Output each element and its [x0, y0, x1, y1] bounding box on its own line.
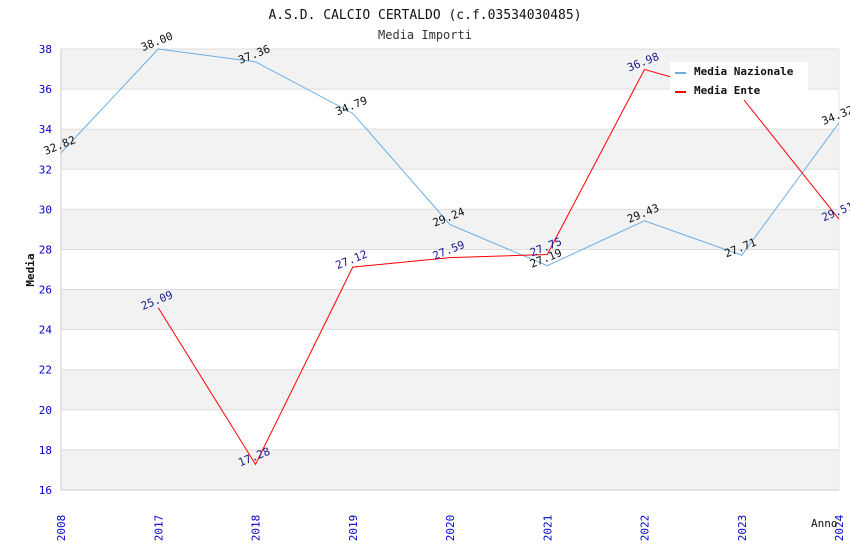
y-tick-labels: 16 18 20 22 24 26 28 30 32 34 36 38 [39, 43, 53, 497]
data-label: 34.32 [820, 103, 850, 127]
x-tick-label: 2020 [444, 515, 457, 542]
chart-title: A.S.D. CALCIO CERTALDO (c.f.03534030485) [268, 8, 581, 23]
legend-label-media-nazionale: Media Nazionale [694, 65, 794, 78]
plot-band [61, 129, 839, 170]
data-label: 34.79 [334, 94, 370, 118]
y-tick-label: 38 [39, 43, 52, 56]
plot-band [61, 369, 839, 410]
y-tick-label: 16 [39, 484, 52, 497]
axes [60, 49, 840, 491]
legend-box [670, 62, 808, 100]
plot-bands [61, 49, 839, 490]
plot-band [61, 209, 839, 250]
x-tick-label: 2008 [55, 515, 68, 542]
x-tick-label: 2017 [152, 515, 165, 542]
x-tick-label: 2019 [347, 515, 360, 542]
y-tick-label: 36 [39, 83, 52, 96]
legend-label-media-ente: Media Ente [694, 84, 761, 97]
y-tick-label: 28 [39, 243, 52, 256]
x-tick-label: 2022 [639, 515, 652, 542]
x-axis-label: Anno [811, 517, 838, 530]
plot-band [61, 289, 839, 330]
plot-band [61, 449, 839, 490]
x-tick-label: 2023 [736, 515, 749, 542]
y-tick-label: 26 [39, 284, 52, 297]
y-tick-label: 30 [39, 203, 52, 216]
data-label: 27.12 [334, 248, 370, 272]
x-tick-label: 2018 [250, 515, 263, 542]
y-axis-label: Media [24, 253, 37, 286]
x-tick-label: 2024 [833, 514, 846, 541]
x-tick-label: 2021 [541, 515, 554, 542]
y-tick-label: 32 [39, 163, 52, 176]
y-tick-label: 18 [39, 444, 52, 457]
y-tick-label: 34 [39, 123, 53, 136]
series-line-0 [60, 48, 840, 267]
y-tick-label: 24 [39, 324, 53, 337]
chart-subtitle: Media Importi [378, 28, 472, 42]
legend: Media Nazionale Media Ente [670, 62, 808, 100]
y-tick-label: 22 [39, 364, 52, 377]
x-tick-labels: 2008 2017 2018 2019 2020 2021 2022 2023 2024 [55, 514, 846, 541]
y-tick-label: 20 [39, 404, 52, 417]
grid-lines [61, 48, 839, 491]
